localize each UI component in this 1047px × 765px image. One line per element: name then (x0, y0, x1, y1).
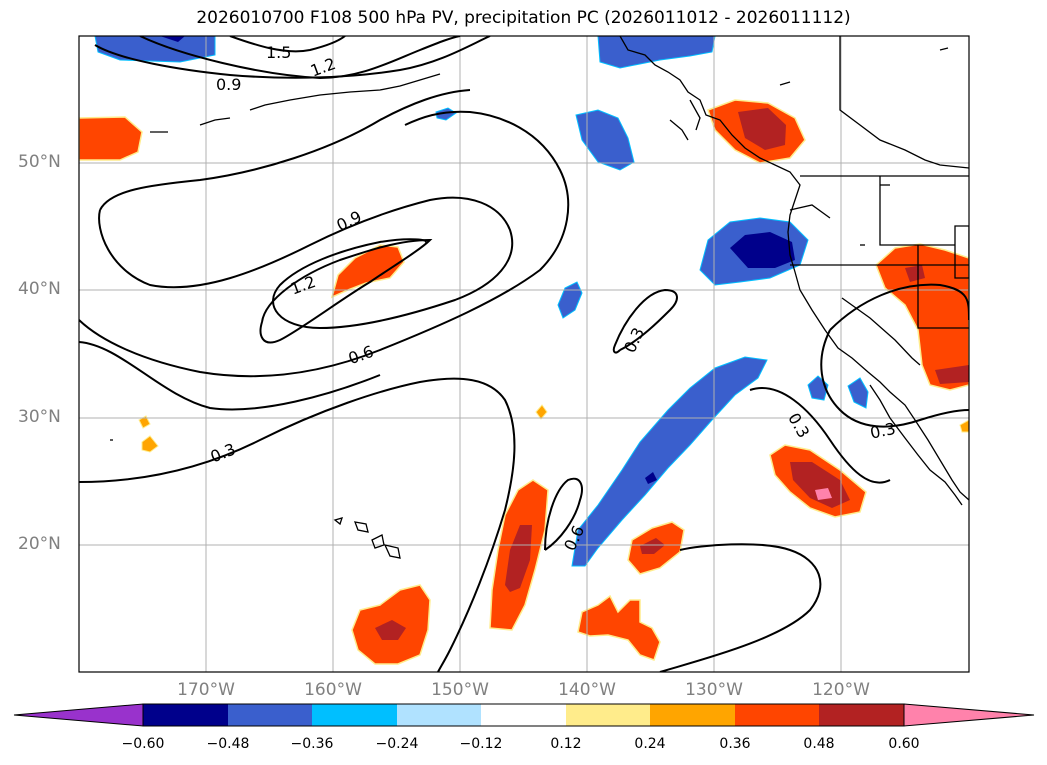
lat-tick-label: 40°N (18, 279, 61, 299)
colorbar-extend-high (903, 703, 1035, 727)
colorbar-segment (481, 704, 566, 726)
contour-label: 0.3 (868, 419, 897, 443)
colorbar-segment (143, 704, 228, 726)
colorbar-segment (312, 704, 397, 726)
precip-shading (79, 36, 969, 665)
colorbar-segment (397, 704, 481, 726)
colorbar-tick-label: −0.48 (206, 736, 250, 752)
colorbar-tick-label: 0.60 (888, 736, 920, 752)
colorbar (13, 703, 1035, 727)
contour-label: 1.5 (266, 43, 291, 62)
gridlines (79, 36, 969, 672)
lat-tick-label: 20°N (18, 534, 61, 554)
precip-negative-region (847, 377, 869, 409)
colorbar-tick-label: 0.24 (634, 736, 666, 752)
pv-contour-0.3-ring2 (829, 283, 969, 331)
colorbar-segment (566, 704, 650, 726)
precip-positive-region (330, 244, 405, 299)
pv-contour-0.9 (98, 196, 514, 330)
lat-tick-label: 30°N (18, 407, 61, 427)
pv-contour-0.9-outer (99, 89, 471, 211)
colorbar-segment (735, 704, 819, 726)
map-frame (78, 35, 970, 673)
lon-tick-label: 160°W (304, 680, 362, 700)
colorbar-tick-label: −0.12 (459, 736, 503, 752)
colorbar-segment (650, 704, 735, 726)
colorbar-segment (819, 704, 904, 726)
lon-tick-label: 150°W (431, 680, 489, 700)
precip-negative-region (435, 107, 457, 121)
colorbar-tick-label: −0.36 (290, 736, 334, 752)
precip-positive-region (577, 594, 661, 661)
pv-contour-0.3-ring3 (820, 329, 969, 428)
lon-tick-label: 130°W (685, 680, 743, 700)
precip-negative-region (94, 36, 216, 63)
lon-tick-label: 140°W (558, 680, 616, 700)
lat-tick-label: 50°N (18, 152, 61, 172)
colorbar-tick-label: −0.24 (375, 736, 419, 752)
precip-negative-region (557, 281, 583, 319)
pv-contour-1.5 (229, 36, 346, 53)
precip-negative-region (571, 356, 768, 567)
pv-contour-0.6 (79, 110, 570, 378)
map-title: 2026010700 F108 500 hPa PV, precipitatio… (196, 8, 851, 28)
lon-tick-label: 120°W (812, 680, 870, 700)
colorbar-tick-label: 0.36 (719, 736, 751, 752)
pv-contour-0.3-ring (749, 387, 891, 484)
pv-contour-0.9-top (94, 36, 491, 79)
colorbar-tick-label: 0.48 (803, 736, 835, 752)
contour-label: 0.9 (216, 75, 241, 94)
pv-contour-0.6-b (79, 341, 381, 411)
pv-contour-0.3-right (659, 543, 822, 672)
pv-contour-0.3-mid (612, 288, 678, 354)
lon-tick-label: 170°W (177, 680, 235, 700)
precip-positive-region (875, 243, 969, 391)
colorbar-tick-label: 0.12 (550, 736, 582, 752)
coastlines (110, 36, 969, 559)
pv-contour-0.3 (79, 377, 516, 672)
pv-contour-0.6-mid (544, 477, 583, 551)
pv-contours (79, 36, 969, 672)
colorbar-extend-low (13, 703, 144, 727)
pv-contour-1.2-inner (259, 238, 433, 344)
colorbar-segment (228, 704, 312, 726)
precip-positive-region (79, 116, 143, 161)
colorbar-tick-label: −0.60 (121, 736, 165, 752)
